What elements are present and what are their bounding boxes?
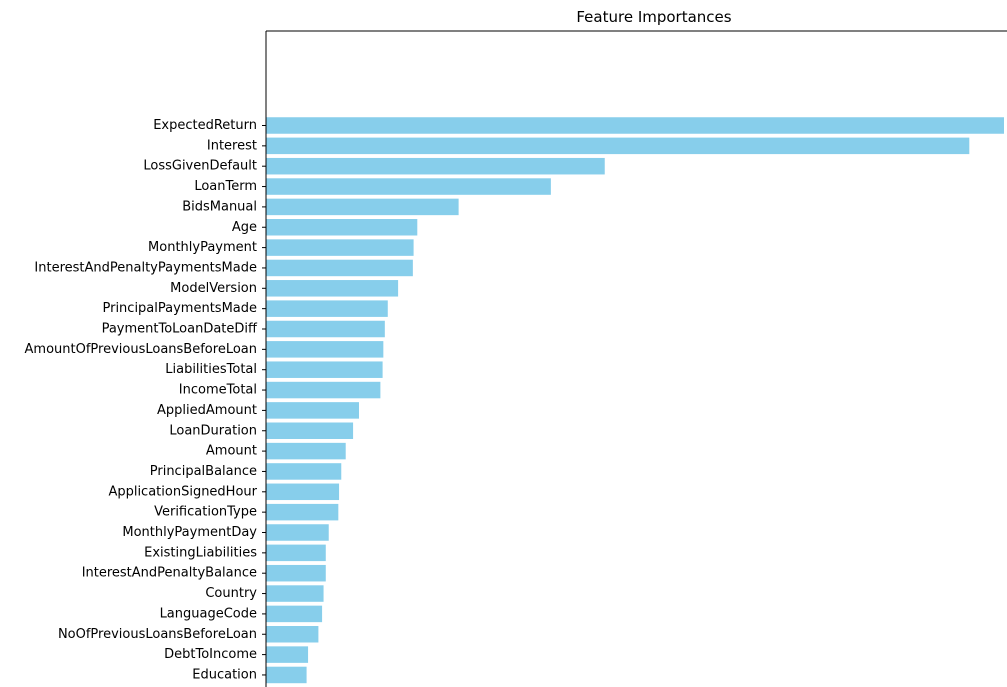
ytick-label: AppliedAmount	[157, 403, 257, 418]
ytick-label: MonthlyPaymentDay	[122, 525, 257, 540]
y-tick-labels: ExpectedReturn Interest LossGivenDefault Lo…	[25, 118, 258, 682]
ytick-label: IncomeTotal	[179, 383, 257, 398]
bars-group	[266, 117, 1004, 684]
bar-Age	[266, 219, 418, 236]
ytick-label: VerificationType	[154, 505, 257, 520]
y-tick-marks	[262, 125, 266, 676]
ytick-label: LoanDuration	[169, 423, 257, 438]
ytick-label: ModelVersion	[170, 281, 257, 296]
ytick-label: InterestAndPenaltyBalance	[82, 566, 257, 581]
bar-LiabilitiesTotal	[266, 361, 383, 378]
ytick-label: DebtToIncome	[164, 647, 257, 662]
bar-VerificationType	[266, 503, 339, 521]
ytick-label: ExistingLiabilities	[144, 545, 257, 560]
ytick-label: BidsManual	[182, 199, 257, 214]
ytick-label: MonthlyPayment	[148, 240, 257, 255]
bar-BidsManual	[266, 198, 459, 216]
chart-title: Feature Importances	[576, 8, 731, 26]
ytick-label: NoOfPreviousLoansBeforeLoan	[58, 627, 257, 642]
bar-PaymentToLoanDateDiff	[266, 320, 385, 338]
ytick-label: Age	[232, 220, 257, 235]
bar-ExistingLiabilities	[266, 544, 326, 562]
bar-InterestAndPenaltyPaymentsMade	[266, 259, 413, 277]
ytick-label: LanguageCode	[160, 606, 257, 621]
bar-Amount	[266, 442, 346, 460]
bar-ModelVersion	[266, 280, 399, 297]
bar-AppliedAmount	[266, 402, 359, 419]
ytick-label: LiabilitiesTotal	[165, 362, 257, 377]
bar-Interest	[266, 137, 970, 155]
bar-Education	[266, 666, 307, 684]
bar-DebtToIncome	[266, 646, 309, 663]
bar-IncomeTotal	[266, 381, 381, 399]
ytick-label: ApplicationSignedHour	[108, 484, 257, 499]
ytick-label: PaymentToLoanDateDiff	[102, 322, 258, 337]
bar-ExpectedReturn	[266, 117, 1004, 134]
bar-ApplicationSignedHour	[266, 483, 340, 501]
bar-Country	[266, 585, 324, 602]
bar-AmountOfPreviousLoansBeforeLoan	[266, 341, 384, 358]
ytick-label: LoanTerm	[194, 179, 257, 194]
ytick-label: Country	[205, 586, 257, 601]
bar-MonthlyPayment	[266, 239, 414, 256]
ytick-label: PrincipalPaymentsMade	[102, 301, 257, 316]
bar-NoOfPreviousLoansBeforeLoan	[266, 626, 319, 643]
ytick-label: AmountOfPreviousLoansBeforeLoan	[25, 342, 257, 357]
bar-PrincipalPaymentsMade	[266, 300, 388, 317]
ytick-label: Amount	[206, 444, 257, 459]
ytick-label: Education	[192, 667, 257, 682]
bar-LanguageCode	[266, 605, 323, 623]
bar-PrincipalBalance	[266, 463, 342, 480]
bar-LossGivenDefault	[266, 157, 605, 175]
bar-MonthlyPaymentDay	[266, 524, 329, 541]
bar-LoanDuration	[266, 422, 354, 439]
ytick-label: InterestAndPenaltyPaymentsMade	[34, 260, 257, 275]
ytick-label: ExpectedReturn	[153, 118, 257, 133]
ytick-label: PrincipalBalance	[150, 464, 257, 479]
ytick-label: LossGivenDefault	[143, 159, 257, 174]
ytick-label: Interest	[207, 138, 257, 153]
bar-LoanTerm	[266, 178, 551, 195]
bar-InterestAndPenaltyBalance	[266, 564, 326, 582]
